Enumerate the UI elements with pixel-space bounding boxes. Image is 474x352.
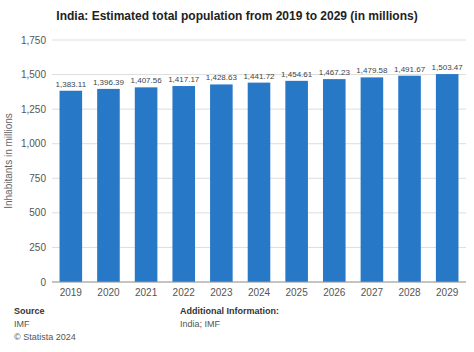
data-label: 1,441.72 xyxy=(243,72,275,81)
bar xyxy=(285,81,308,282)
data-label: 1,467.23 xyxy=(319,68,351,77)
y-tick-label: 1,750 xyxy=(21,35,46,46)
x-tick-label: 2027 xyxy=(361,287,384,298)
chart: India: Estimated total population from 2… xyxy=(0,0,474,352)
y-tick-label: 250 xyxy=(29,242,46,253)
annotation: Additional Information: xyxy=(180,306,279,316)
x-tick-label: 2024 xyxy=(248,287,271,298)
grid xyxy=(52,40,466,282)
x-axis-line xyxy=(52,282,466,283)
bar xyxy=(60,91,83,282)
annotation: Source xyxy=(14,306,45,316)
bar xyxy=(172,86,195,282)
x-tick-label: 2025 xyxy=(286,287,309,298)
y-tick-label: 1,000 xyxy=(21,138,46,149)
y-tick-label: 1,500 xyxy=(21,69,46,80)
data-label: 1,407.56 xyxy=(131,76,163,85)
data-label: 1,479.58 xyxy=(356,66,388,75)
data-label: 1,383.11 xyxy=(56,80,87,89)
data-label: 1,454.61 xyxy=(281,70,313,79)
x-tick-label: 2020 xyxy=(97,287,120,298)
x-tick-label: 2019 xyxy=(60,287,83,298)
x-tick-label: 2028 xyxy=(398,287,421,298)
bar xyxy=(361,77,384,282)
annotation: © Statista 2024 xyxy=(14,332,76,342)
data-label: 1,417.17 xyxy=(168,75,200,84)
data-label: 1,428.63 xyxy=(206,73,238,82)
annotation: India; IMF xyxy=(180,319,221,329)
y-tick-label: 500 xyxy=(29,207,46,218)
y-tick-label: 750 xyxy=(29,173,46,184)
y-tick-label: 1,250 xyxy=(21,104,46,115)
grid-line xyxy=(52,282,466,283)
annotation: IMF xyxy=(14,319,30,329)
x-tick-label: 2023 xyxy=(210,287,233,298)
bars xyxy=(60,74,459,282)
bar xyxy=(398,76,421,282)
bar xyxy=(248,83,271,282)
y-tick-label: 0 xyxy=(40,277,46,288)
bar xyxy=(210,84,233,282)
data-label: 1,491.67 xyxy=(394,65,426,74)
title: India: Estimated total population from 2… xyxy=(56,9,417,23)
x-tick-label: 2026 xyxy=(323,287,346,298)
grid-line xyxy=(52,40,466,41)
bar xyxy=(97,89,120,282)
data-label: 1,503.47 xyxy=(432,63,464,72)
data-label: 1,396.39 xyxy=(93,78,125,87)
y-axis-label: Inhabitants in millions xyxy=(3,113,14,209)
background xyxy=(0,0,474,352)
bar xyxy=(436,74,459,282)
x-tick-label: 2029 xyxy=(436,287,459,298)
bar xyxy=(135,87,158,282)
x-tick-label: 2021 xyxy=(135,287,158,298)
bar xyxy=(323,79,346,282)
x-tick-label: 2022 xyxy=(173,287,196,298)
